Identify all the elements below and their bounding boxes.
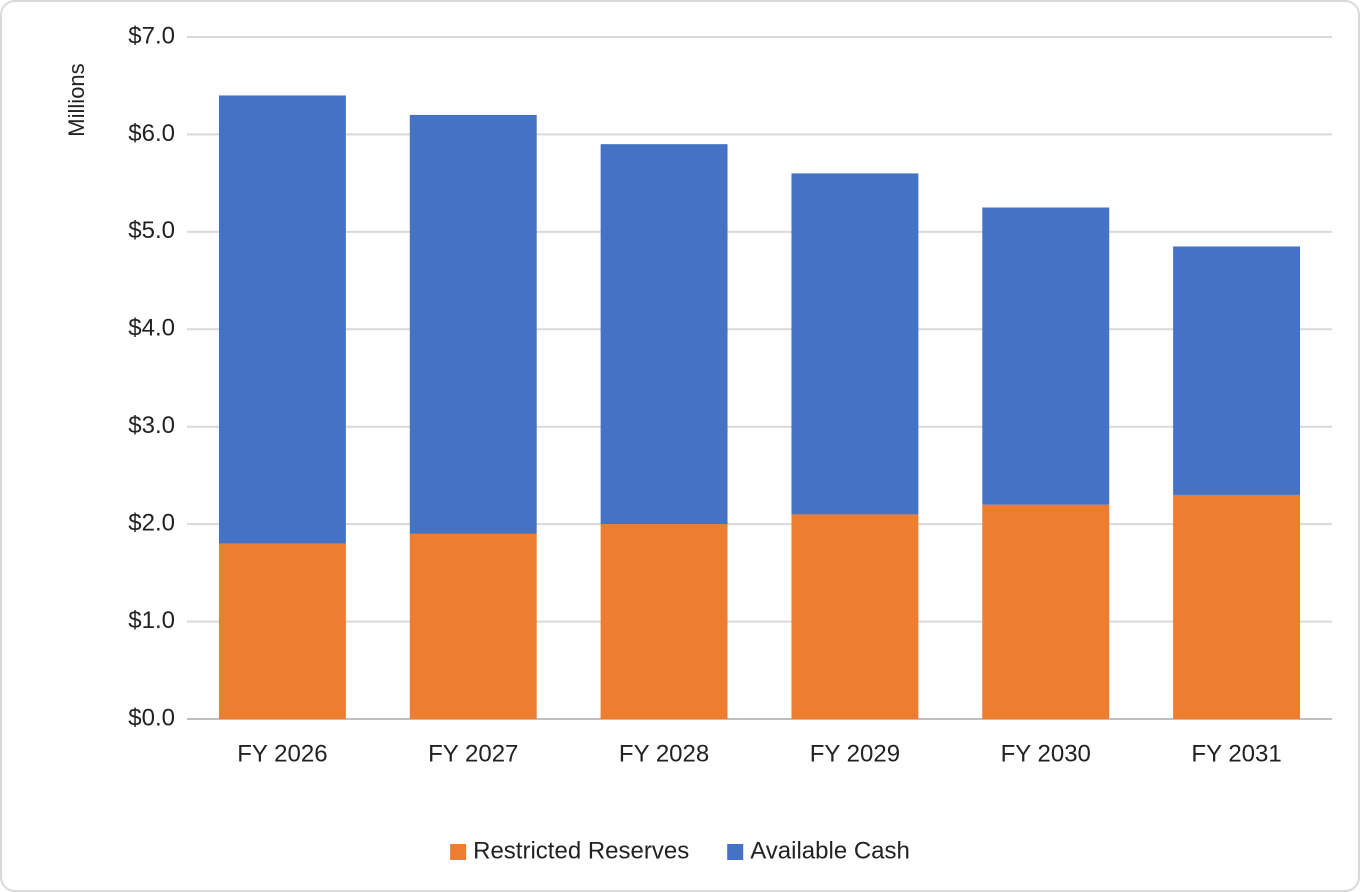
legend-label: Restricted Reserves bbox=[473, 837, 689, 864]
bar-segment bbox=[409, 533, 537, 719]
bar-segment bbox=[791, 173, 919, 515]
legend-label: Available Cash bbox=[750, 837, 910, 864]
y-tick-label: $4.0 bbox=[128, 315, 175, 342]
bar-segment bbox=[1173, 494, 1301, 719]
legend-swatch bbox=[727, 844, 744, 860]
y-axis-label: Millions bbox=[64, 63, 89, 136]
bar-segment bbox=[218, 543, 346, 719]
x-tick-label: FY 2027 bbox=[428, 740, 518, 767]
y-tick-label: $7.0 bbox=[128, 22, 175, 49]
x-tick-label: FY 2029 bbox=[810, 740, 900, 767]
legend-swatch bbox=[450, 844, 467, 860]
bar-segment bbox=[409, 114, 537, 534]
y-tick-label: $1.0 bbox=[128, 607, 175, 634]
x-tick-label: FY 2031 bbox=[1191, 740, 1281, 767]
bar-segment bbox=[600, 144, 728, 525]
bar-segment bbox=[982, 207, 1110, 505]
y-tick-label: $2.0 bbox=[128, 509, 175, 536]
x-tick-label: FY 2030 bbox=[1001, 740, 1091, 767]
x-tick-label: FY 2028 bbox=[619, 740, 709, 767]
bar-segment bbox=[982, 504, 1110, 719]
bar-segment bbox=[218, 95, 346, 544]
y-tick-label: $3.0 bbox=[128, 412, 175, 439]
y-tick-label: $0.0 bbox=[128, 704, 175, 731]
bar-segment bbox=[600, 524, 728, 719]
bar-segment bbox=[791, 514, 919, 719]
y-tick-label: $6.0 bbox=[128, 120, 175, 147]
x-tick-label: FY 2026 bbox=[237, 740, 327, 767]
y-tick-label: $5.0 bbox=[128, 217, 175, 244]
bar-segment bbox=[1173, 246, 1301, 495]
